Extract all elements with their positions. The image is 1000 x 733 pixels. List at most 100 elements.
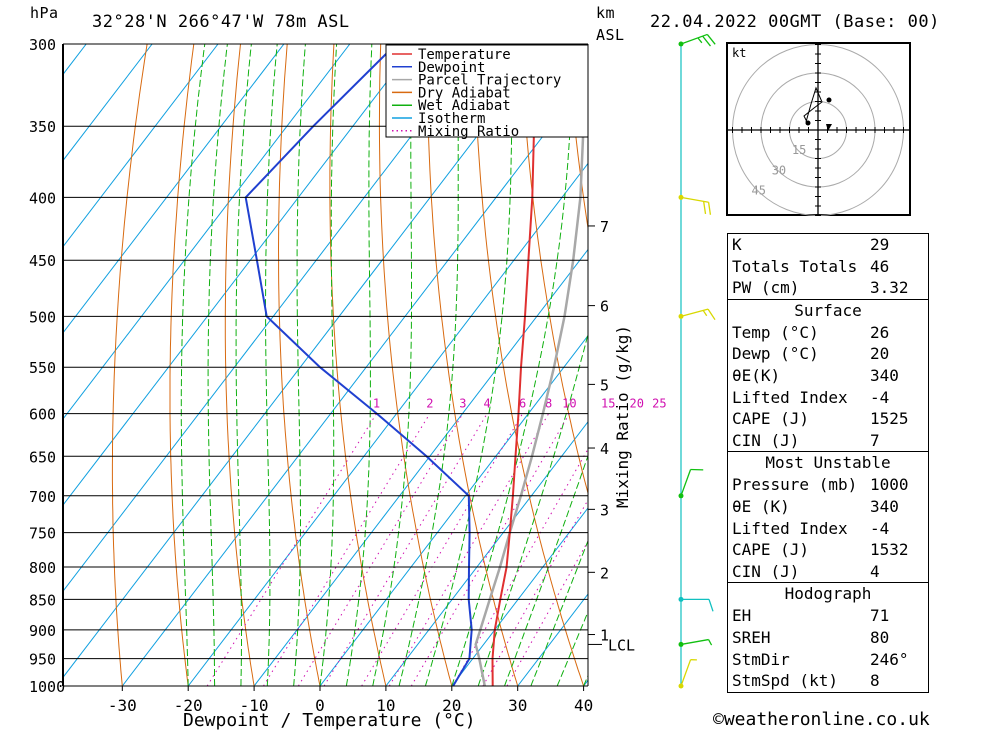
x-tick-label: 20	[442, 696, 461, 715]
legend-label: Wet Adiabat	[418, 98, 511, 114]
index-label: Lifted Index	[732, 518, 848, 538]
hodograph-ring-label: 15	[792, 143, 806, 157]
height-tick-label: 2	[600, 564, 609, 582]
dry-adiabat-line	[567, 44, 588, 231]
index-label: PW (cm)	[732, 278, 800, 298]
mixing-ratio-line	[206, 413, 377, 686]
index-value: -4	[870, 387, 890, 407]
isotherm-line	[121, 76, 588, 686]
isotherm-line	[63, 44, 548, 679]
pressure-tick-label: 850	[29, 591, 56, 609]
index-label: K	[732, 235, 742, 254]
index-row: PW (cm) 3.32	[728, 277, 928, 299]
index-label: Dewp (°C)	[732, 344, 819, 364]
index-label: CIN (J)	[732, 561, 800, 581]
height-tick-label: 4	[600, 440, 609, 458]
index-value: 29	[870, 235, 890, 254]
hodograph-point	[805, 120, 811, 126]
dry-adiabat-line	[329, 44, 387, 686]
most-unstable-section-title: Most Unstable	[728, 451, 928, 474]
hodograph-unit-label: kt	[732, 46, 746, 60]
height-tick-label: 7	[600, 218, 609, 236]
wind-barb-staff	[680, 469, 692, 497]
index-row: Dewp (°C) 20	[728, 343, 928, 365]
pressure-tick-label: 650	[29, 448, 56, 466]
hodograph: kt 15 30 45	[726, 42, 911, 216]
wind-barb-flag	[703, 201, 707, 215]
index-row: Lifted Index -4	[728, 387, 928, 409]
mixing-ratio-label: 3	[459, 397, 466, 411]
index-label: StmSpd (kt)	[732, 671, 838, 691]
hodograph-point	[826, 97, 832, 103]
legend-label: Temperature	[418, 47, 511, 63]
index-row: SREH 80	[728, 627, 928, 649]
index-row: Totals Totals 46	[728, 256, 928, 278]
legend-box	[385, 44, 589, 138]
index-value: 1532	[870, 540, 909, 560]
wet-adiabat-line	[530, 539, 588, 686]
wind-barb-flag	[706, 34, 716, 45]
index-row: θE (K) 340	[728, 496, 928, 518]
index-label: Pressure (mb)	[732, 475, 858, 495]
pressure-tick-label: 700	[29, 488, 56, 506]
pressure-unit-label: hPa	[30, 4, 59, 22]
index-row: Lifted Index -4	[728, 518, 928, 540]
mixing-ratio-label: 20	[630, 397, 644, 411]
height-tick-label: 3	[600, 501, 609, 519]
index-label: Totals Totals	[732, 256, 858, 276]
mixing-ratio-label: 10	[562, 397, 576, 411]
x-tick-label: -20	[174, 696, 203, 715]
wind-barb-flag	[708, 599, 714, 612]
mixing-ratio-label: 25	[652, 397, 666, 411]
mixing-ratio-label: 15	[601, 397, 615, 411]
index-value: 3.32	[870, 278, 909, 298]
wet-adiabat-line	[293, 44, 306, 686]
wet-adiabat-line	[180, 44, 206, 686]
axes: 3003504004505005506006507007508008509009…	[29, 36, 635, 715]
index-value: 20	[870, 344, 890, 364]
wind-barbs	[678, 33, 716, 689]
mixing-ratio-line	[323, 413, 488, 686]
index-value: 7	[870, 430, 880, 450]
mixing-ratio-label: 8	[545, 397, 552, 411]
isotherm-line	[650, 44, 721, 686]
legend-label: Isotherm	[418, 111, 485, 127]
hodograph-ring-label: 45	[752, 183, 766, 197]
index-label: CAPE (J)	[732, 409, 810, 429]
isotherm-line	[63, 44, 285, 334]
mixing-ratio-label: 2	[426, 397, 433, 411]
indices-panel: K 29 Totals Totals 46 PW (cm) 3.32 Surface Te…	[727, 233, 929, 693]
isotherm-line	[451, 507, 588, 686]
index-value: 4	[870, 561, 880, 581]
copyright-label: ©weatheronline.co.uk	[713, 709, 930, 730]
wind-barb-half-flag	[697, 37, 703, 44]
wind-barb-staff	[680, 33, 708, 45]
mixing-ratio-labels: 1 2 3 4 6 8 10 15 20 25	[373, 397, 667, 411]
index-label: θE(K)	[732, 365, 781, 385]
pressure-tick-label: 550	[29, 359, 56, 377]
surface-section-title: Surface	[728, 298, 928, 322]
index-label: SREH	[732, 627, 771, 647]
wind-barb-flag	[707, 202, 712, 215]
pressure-tick-label: 950	[29, 651, 56, 669]
isotherm-line	[63, 44, 351, 420]
x-axis-label: Dewpoint / Temperature (°C)	[183, 710, 476, 731]
index-value: 46	[870, 256, 890, 276]
index-label: CAPE (J)	[732, 540, 810, 560]
wind-barb-half-flag	[708, 639, 713, 646]
x-tick-label: -30	[108, 696, 137, 715]
height-tick-label: 6	[600, 298, 609, 316]
index-value: 26	[870, 322, 890, 342]
pressure-tick-label: 1000	[29, 678, 65, 696]
wet-adiabat-line	[207, 44, 228, 686]
index-value: 1000	[870, 475, 909, 495]
pressure-tick-label: 350	[29, 118, 56, 136]
mixing-ratio-line	[361, 413, 524, 686]
height-tick-label: 1	[600, 627, 609, 645]
dewpoint-line	[244, 44, 473, 686]
storm-motion-marker	[826, 124, 832, 131]
pressure-tick-label: 600	[29, 406, 56, 424]
pressure-tick-label: 300	[29, 36, 56, 54]
legend-label: Dewpoint	[418, 60, 485, 76]
dry-adiabat-line	[378, 44, 453, 686]
